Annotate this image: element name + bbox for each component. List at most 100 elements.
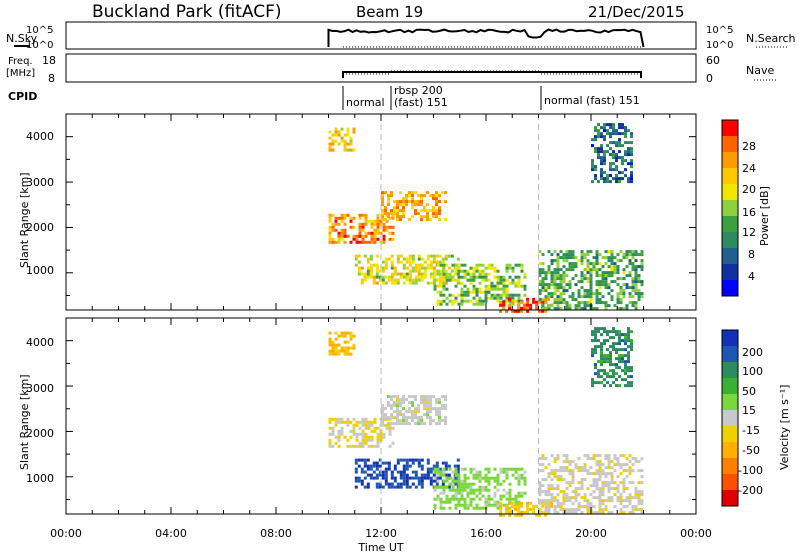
data-cell [595,280,599,284]
data-cell [363,275,367,279]
data-cell [517,284,521,288]
data-cell [600,381,603,385]
data-cell [448,500,452,504]
data-cell [607,481,611,485]
data-cell [442,473,446,477]
data-cell [612,336,615,340]
data-cell [484,500,488,504]
data-cell [393,416,396,420]
data-cell [589,289,593,293]
data-cell [496,269,500,273]
data-cell [408,275,412,279]
data-cell [616,301,620,305]
data-cell [457,281,461,285]
data-cell [472,482,476,486]
data-cell [523,284,527,288]
data-cell [634,259,638,263]
data-cell [499,482,503,486]
data-cell [484,467,488,471]
colorbar-swatch [722,264,738,281]
data-cell [571,502,575,506]
data-cell [429,272,433,276]
data-cell [637,274,641,278]
data-cell [346,127,350,131]
data-cell [514,476,518,480]
data-cell [331,352,335,356]
data-cell [337,237,341,241]
data-cell [457,503,461,507]
data-cell [478,485,482,489]
data-cell [594,372,597,376]
data-cell [592,268,596,272]
data-cell [541,271,545,275]
data-cell [627,345,630,349]
data-cell [453,464,457,468]
data-cell [597,372,600,376]
data-cell [586,301,590,305]
data-cell [429,422,432,426]
data-cell [411,401,414,405]
data-cell [571,490,575,494]
data-cell [502,470,506,474]
data-cell [607,511,611,515]
data-cell [402,464,406,468]
data-cell [565,253,569,257]
data-cell [601,469,605,473]
data-cell [426,413,429,417]
data-cell [481,272,485,276]
data-cell [594,348,597,352]
data-cell [399,218,402,222]
data-cell [595,454,599,458]
data-cell [414,458,418,462]
data-cell [603,159,606,163]
data-cell [381,260,385,264]
data-cell [580,250,584,254]
data-cell [487,500,491,504]
data-cell [358,225,362,229]
data-cell [613,481,617,485]
data-cell [624,369,627,373]
data-cell [448,482,452,486]
data-cell [393,479,397,483]
data-cell [405,197,408,201]
data-cell [505,309,509,313]
data-cell [454,473,458,477]
data-cell [360,278,364,282]
data-cell [331,429,335,433]
data-cell [627,375,630,379]
data-cell [619,301,623,305]
data-cell [375,476,379,480]
data-cell [600,345,603,349]
data-cell [390,395,393,399]
freq-panel: Freq. [MHz] 18 8 60 0 Nave [6,53,778,85]
data-cell [627,180,630,184]
data-cell [436,284,440,288]
data-cell [550,271,554,275]
data-cell [613,262,617,266]
data-cell [538,484,542,488]
data-cell [624,168,627,172]
data-cell [334,139,338,143]
data-cell [361,237,365,241]
data-cell [478,287,482,291]
data-cell [432,254,436,258]
data-cell [619,289,623,293]
data-cell [621,177,624,181]
data-cell [499,507,503,511]
data-cell [463,500,467,504]
data-cell [373,228,377,232]
data-cell [634,505,638,509]
data-cell [376,222,380,226]
data-cell [559,466,563,470]
power-data-cells [328,114,644,313]
data-cell [337,420,341,424]
data-cell [378,464,382,468]
data-cell [387,275,391,279]
data-cell [634,301,638,305]
data-cell [616,268,620,272]
data-cell [583,496,587,500]
data-cell [604,475,608,479]
station-title: Buckland Park (fitACF) [92,2,282,22]
data-cell [442,266,446,270]
data-cell [396,422,399,426]
